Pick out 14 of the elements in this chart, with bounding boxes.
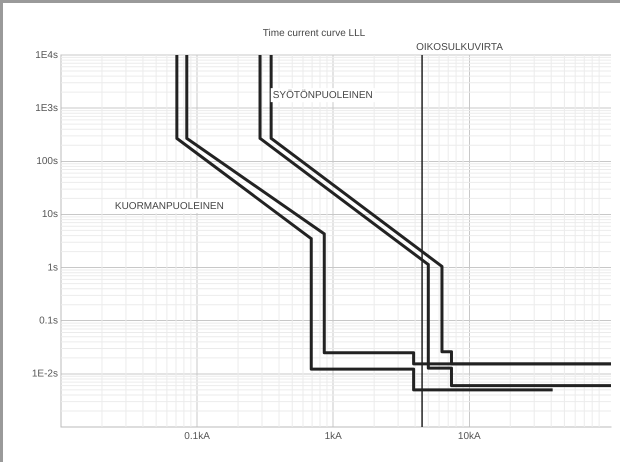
annotation: KUORMANPUOLEINEN — [114, 200, 224, 212]
x-tick-label: 1kA — [324, 430, 342, 442]
x-tick-label: 0.1kA — [184, 430, 210, 442]
x-tick-label: 10kA — [458, 430, 481, 442]
y-tick-label: 100s — [36, 156, 58, 168]
y-tick-label: 1s — [47, 262, 58, 274]
annotation: SYÖTÖNPUOLEINEN — [272, 88, 373, 101]
chart-title: Time current curve LLL — [262, 28, 366, 39]
y-tick-label: 10s — [42, 209, 58, 220]
y-tick-label: 1E-2s — [32, 368, 58, 380]
y-tick-label: 0.1s — [39, 315, 58, 326]
y-tick-label: 1E4s — [35, 50, 58, 61]
y-tick-label: 1E3s — [35, 102, 58, 114]
ref-line-label: OIKOSULKUVIRTA — [416, 42, 504, 53]
